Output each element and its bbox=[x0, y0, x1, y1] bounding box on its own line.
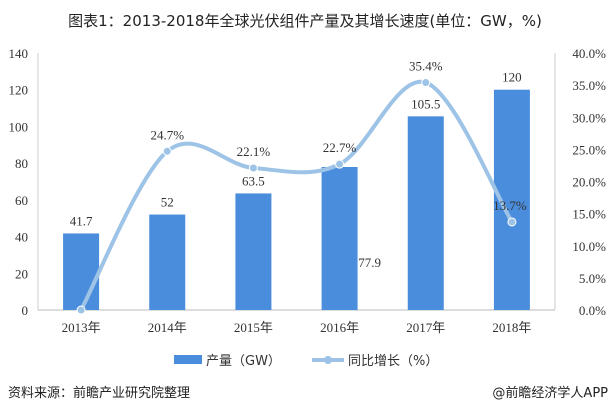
y2-tick-label: 30.0% bbox=[572, 110, 606, 125]
y2-tick-label: 10.0% bbox=[572, 239, 606, 254]
bar-data-label: 120 bbox=[502, 70, 522, 85]
source-note: 资料来源：前瞻产业研究院整理 bbox=[8, 386, 191, 401]
bar bbox=[235, 193, 272, 310]
bar-data-label: 77.9 bbox=[358, 255, 381, 270]
bar-data-label: 41.7 bbox=[70, 213, 93, 228]
chart-title: 图表1：2013-2018年全球光伏组件产量及其增长速度(单位：GW，%) bbox=[68, 12, 542, 30]
growth-point bbox=[248, 163, 258, 173]
legend-bar-swatch bbox=[174, 355, 202, 364]
y-tick-label: 140 bbox=[9, 46, 29, 61]
y2-tick-label: 0.0% bbox=[579, 303, 606, 318]
y-tick-label: 100 bbox=[9, 119, 29, 134]
x-tick-label: 2014年 bbox=[148, 320, 187, 335]
y2-tick-label: 15.0% bbox=[572, 207, 606, 222]
x-tick-label: 2016年 bbox=[320, 320, 359, 335]
y-tick-label: 0 bbox=[22, 303, 29, 318]
bar-data-label: 105.5 bbox=[411, 96, 440, 111]
growth-data-label: 35.4% bbox=[409, 59, 443, 74]
y-tick-label: 60 bbox=[15, 193, 28, 208]
growth-point bbox=[162, 146, 172, 156]
x-tick-label: 2017年 bbox=[406, 320, 445, 335]
growth-point bbox=[76, 305, 86, 315]
bar bbox=[407, 116, 444, 310]
growth-point bbox=[335, 159, 345, 169]
growth-data-label: 22.7% bbox=[323, 140, 357, 155]
growth-point bbox=[421, 78, 431, 88]
growth-data-label: 24.7% bbox=[150, 127, 184, 142]
growth-data-label: 13.7% bbox=[493, 198, 527, 213]
growth-point bbox=[507, 217, 517, 227]
legend-line-marker bbox=[324, 356, 332, 364]
brand-note: @前瞻经济学人APP bbox=[492, 386, 608, 401]
y-tick-label: 80 bbox=[15, 156, 28, 171]
x-tick-label: 2018年 bbox=[492, 320, 531, 335]
y2-tick-label: 35.0% bbox=[572, 78, 606, 93]
bar bbox=[63, 233, 100, 310]
bar bbox=[321, 166, 358, 310]
growth-line bbox=[79, 79, 514, 311]
x-tick-label: 2015年 bbox=[234, 320, 273, 335]
bar-data-label: 63.5 bbox=[242, 173, 265, 188]
y-tick-label: 20 bbox=[15, 266, 28, 281]
growth-data-label: 22.1% bbox=[237, 144, 271, 159]
bar-data-label: 52 bbox=[161, 195, 174, 210]
y2-tick-label: 25.0% bbox=[572, 142, 606, 157]
y2-tick-label: 5.0% bbox=[579, 271, 606, 286]
x-tick-label: 2013年 bbox=[62, 320, 101, 335]
y-tick-label: 40 bbox=[15, 230, 28, 245]
y2-tick-label: 20.0% bbox=[572, 175, 606, 190]
y-tick-label: 120 bbox=[9, 83, 29, 98]
legend-line-label: 同比增长（%） bbox=[348, 354, 438, 369]
y2-tick-label: 40.0% bbox=[572, 46, 606, 61]
legend-bar-label: 产量（GW） bbox=[206, 354, 281, 369]
bar bbox=[149, 214, 186, 310]
